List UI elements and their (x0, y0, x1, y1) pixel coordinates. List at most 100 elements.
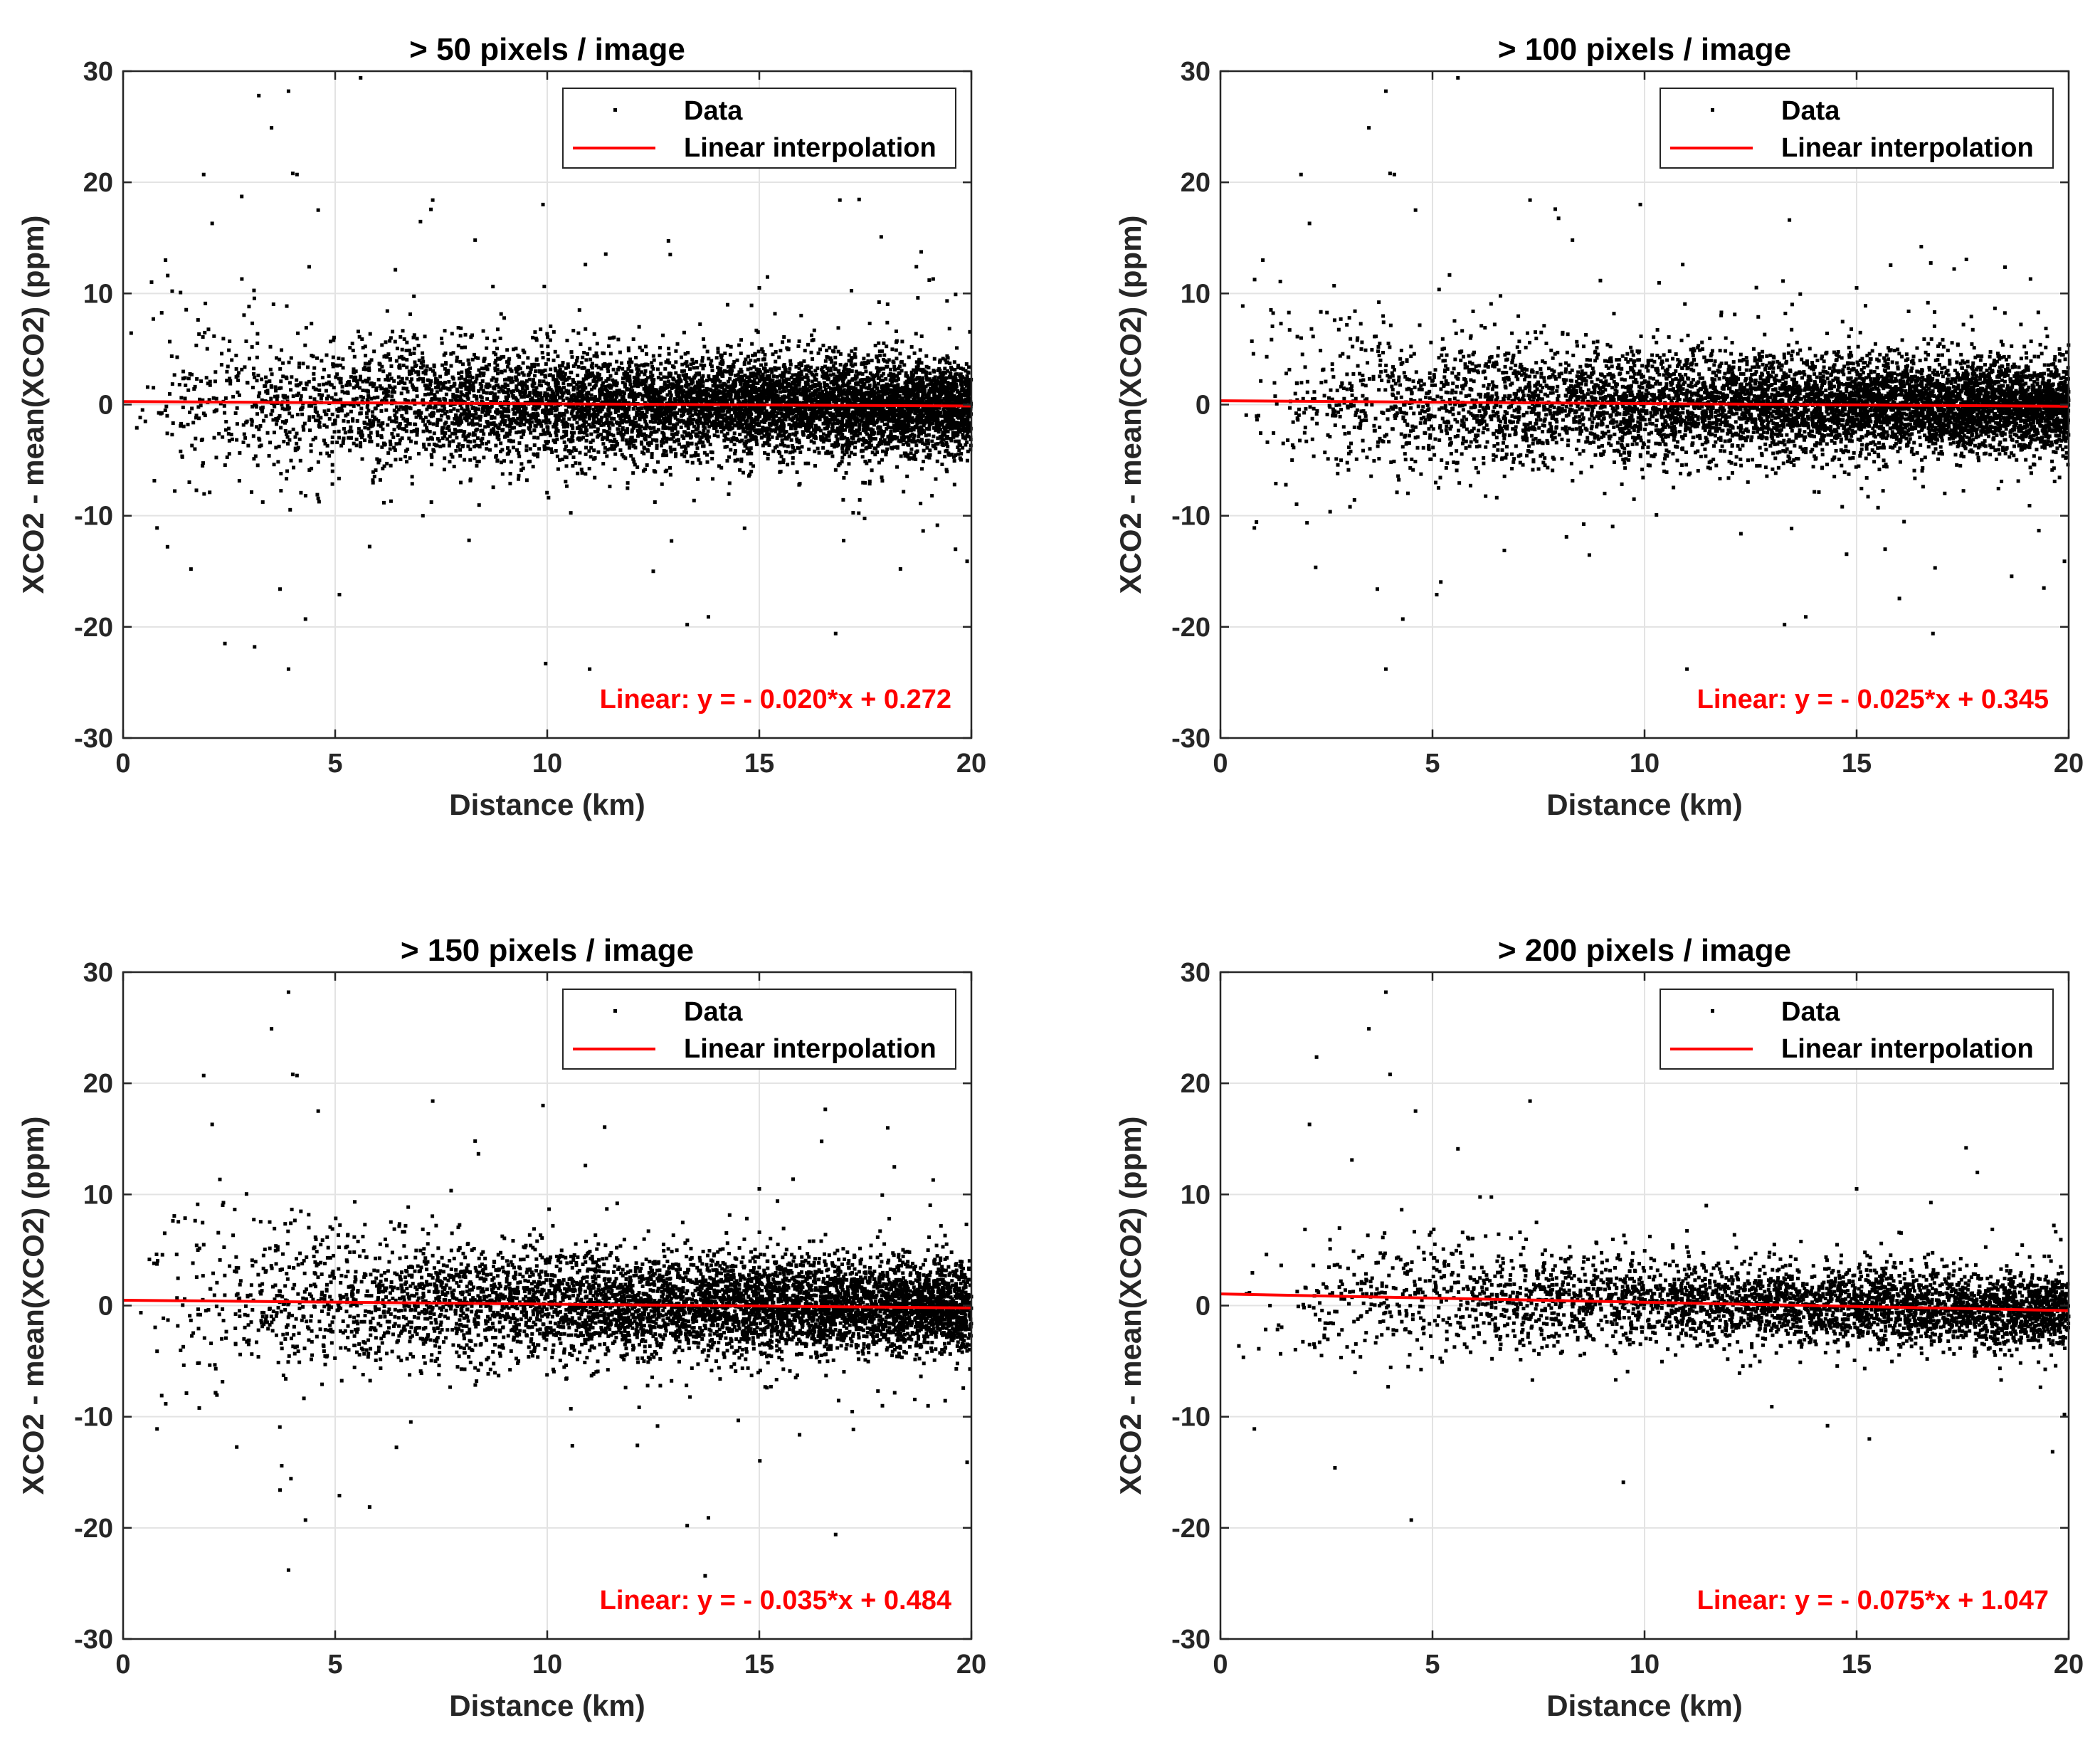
data-point (855, 420, 858, 423)
data-point (443, 422, 447, 426)
data-point (786, 445, 790, 448)
data-point (763, 451, 766, 455)
data-point (898, 352, 902, 355)
data-point (890, 347, 894, 351)
data-point (246, 381, 249, 384)
data-point (706, 438, 709, 441)
data-point (433, 406, 436, 410)
data-point (493, 339, 497, 342)
data-point (766, 457, 770, 460)
data-point (895, 465, 899, 469)
data-point (260, 410, 264, 413)
data-point (734, 393, 737, 396)
data-point (448, 444, 451, 448)
data-point (806, 364, 809, 368)
data-point (653, 500, 657, 504)
data-point (312, 415, 315, 418)
data-point (279, 472, 283, 475)
data-point (544, 362, 548, 366)
data-point (626, 481, 630, 485)
data-point (861, 455, 865, 458)
data-point (854, 347, 858, 351)
data-point (877, 359, 880, 362)
data-point (468, 416, 471, 419)
data-point (559, 413, 563, 417)
data-point (567, 383, 571, 386)
data-point (725, 459, 729, 463)
data-point (297, 362, 301, 365)
data-point (335, 364, 339, 367)
data-point (695, 366, 699, 369)
data-point (255, 379, 259, 382)
data-point (262, 419, 265, 423)
data-point (315, 388, 318, 391)
data-point (495, 364, 499, 367)
data-point (228, 339, 231, 343)
data-point (573, 381, 576, 384)
data-point (817, 352, 821, 355)
data-point (377, 378, 381, 381)
data-point (491, 285, 495, 288)
data-point (922, 460, 925, 463)
data-point (331, 436, 334, 439)
data-point (392, 446, 396, 450)
data-point (283, 408, 287, 411)
data-point (251, 386, 255, 389)
data-point (778, 386, 781, 390)
data-point (475, 464, 478, 468)
data-point (832, 364, 835, 368)
data-point (764, 362, 768, 366)
data-point (548, 421, 552, 424)
data-point (389, 500, 393, 503)
data-point (373, 396, 376, 399)
data-point (755, 443, 759, 446)
data-point (342, 404, 346, 408)
data-point (790, 438, 793, 442)
data-point (344, 414, 347, 418)
data-point (395, 416, 399, 420)
data-point (401, 427, 405, 431)
data-point (285, 477, 288, 480)
data-point (803, 349, 807, 352)
data-point (470, 406, 474, 410)
data-point (945, 299, 949, 302)
data-point (305, 326, 308, 330)
data-point (458, 376, 461, 380)
data-point (853, 453, 857, 456)
data-point (938, 450, 941, 454)
data-point (644, 369, 648, 373)
data-point (914, 265, 918, 268)
data-point (317, 500, 321, 503)
data-point (756, 358, 760, 362)
data-point (710, 457, 714, 460)
data-point (455, 436, 458, 440)
data-point (394, 268, 397, 272)
data-point (152, 479, 156, 483)
data-point (294, 448, 297, 452)
data-point (533, 374, 537, 377)
data-point (379, 409, 383, 413)
data-point (593, 410, 596, 413)
data-point (449, 364, 453, 368)
data-point (781, 438, 784, 442)
data-point (506, 365, 510, 369)
data-point (528, 378, 532, 381)
data-point (739, 352, 743, 355)
data-point (274, 446, 278, 449)
data-point (178, 383, 181, 386)
data-point (279, 426, 283, 429)
data-point (443, 329, 447, 332)
data-point (214, 455, 218, 459)
data-point (925, 365, 929, 369)
data-point (811, 379, 814, 383)
data-point (653, 469, 656, 473)
data-point (674, 371, 677, 375)
data-point (447, 416, 450, 420)
data-point (927, 394, 930, 397)
data-point (425, 384, 428, 387)
data-point (139, 416, 142, 419)
data-point (303, 344, 307, 347)
data-point (429, 379, 433, 383)
data-point (672, 423, 675, 427)
data-point (195, 488, 199, 492)
